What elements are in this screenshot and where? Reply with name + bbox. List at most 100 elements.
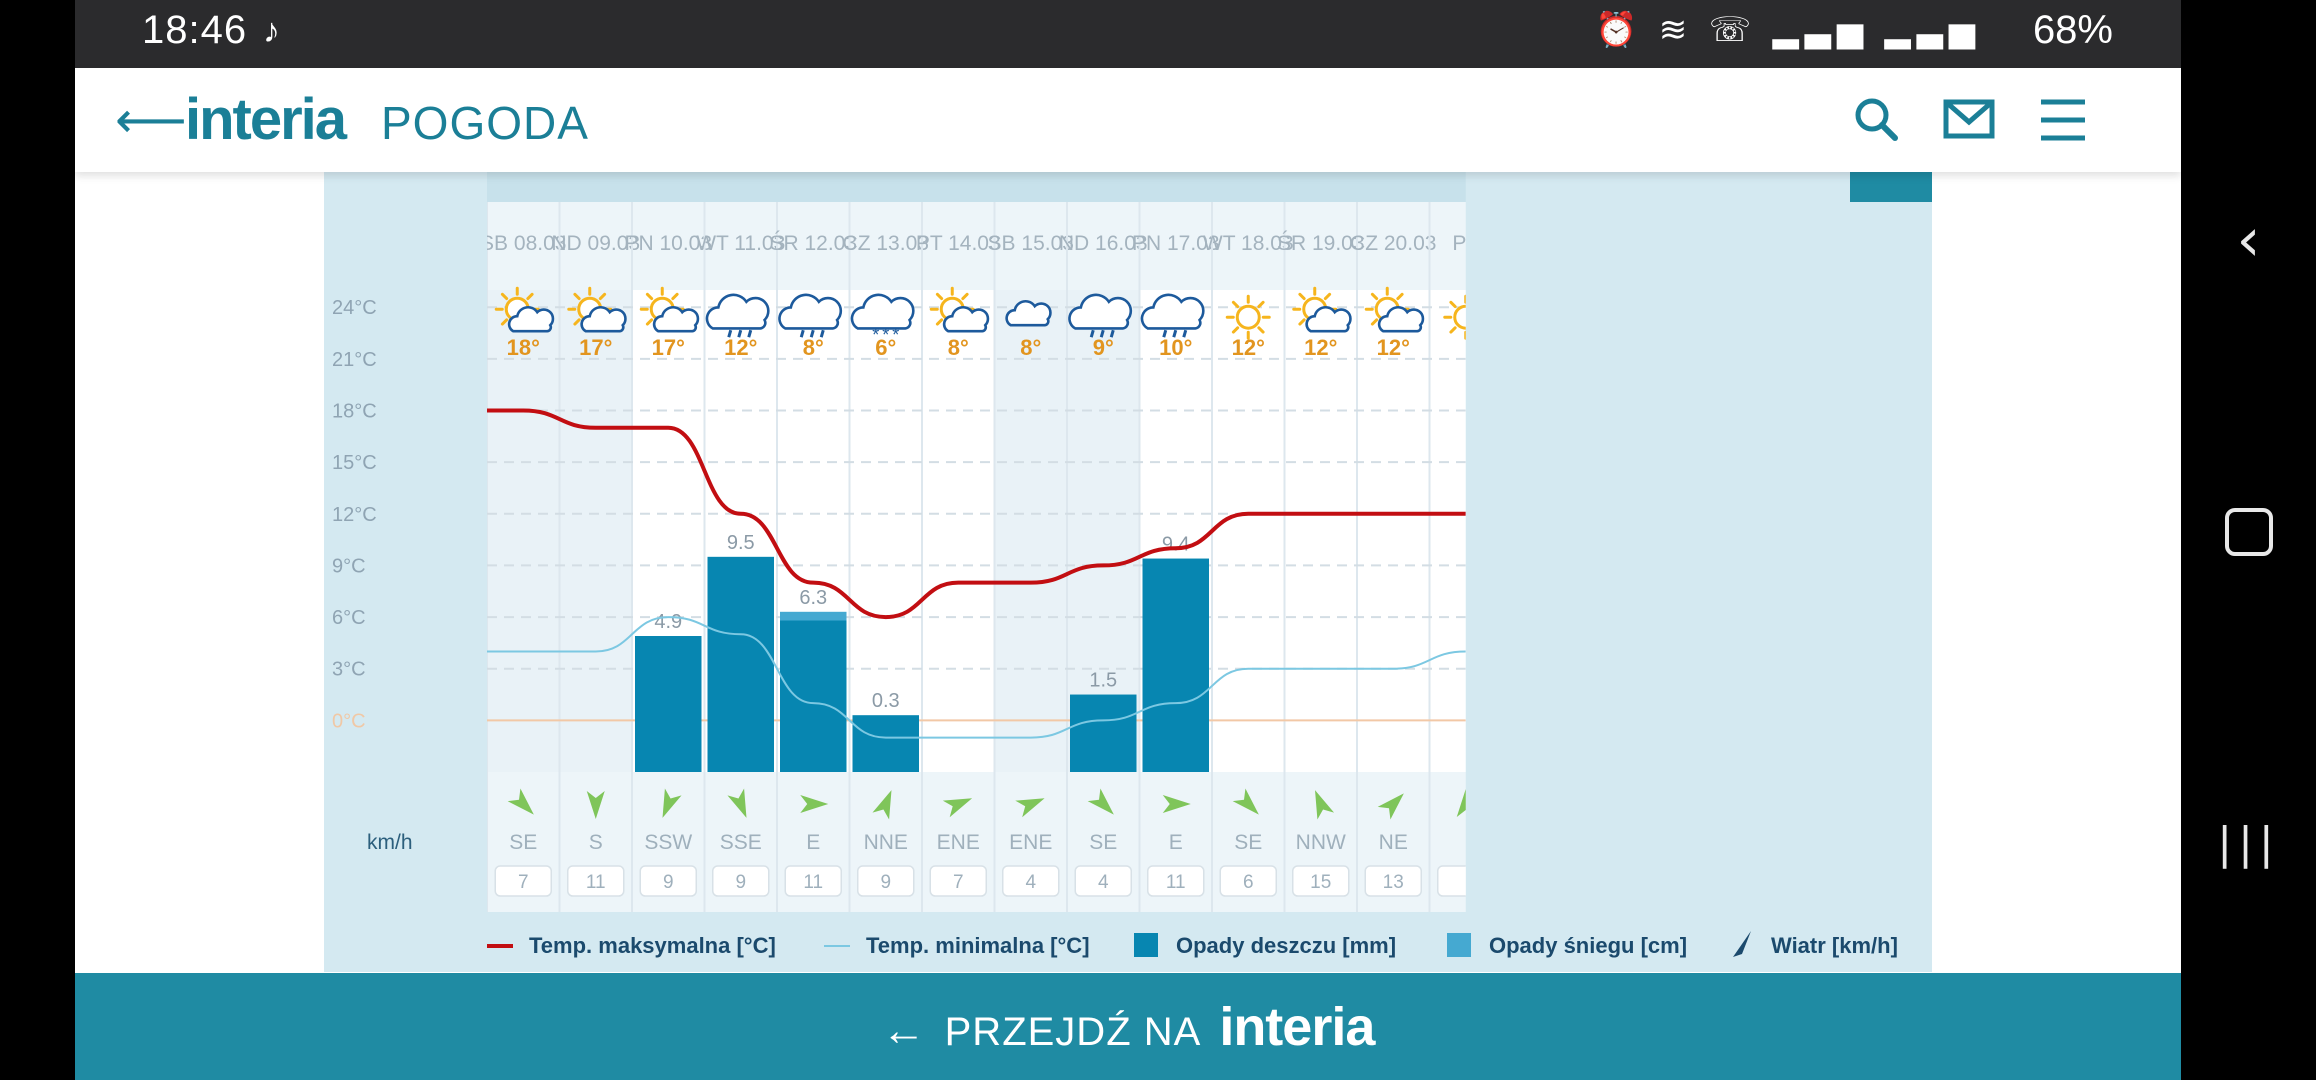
wind-arrow-icon [1015,798,1045,818]
snow-cloud-icon: * * * [850,293,915,345]
mail-icon[interactable] [1937,88,2001,152]
sun-cloud-icon [639,286,700,333]
cloud-shape [778,293,843,330]
day-max-temp-label: 12° [1377,335,1410,360]
sun-ray [935,292,944,301]
date-label: PN 10.03 [624,232,712,255]
day-column [1357,290,1430,772]
nav-home-icon[interactable] [2181,508,2316,556]
wind-speed-box [639,865,697,897]
sun-ray [645,292,654,301]
wind-arrow-shape [1315,790,1335,820]
sun-ray [1257,300,1265,309]
wind-direction-label: SE [509,831,537,854]
y-tick-label: 24°C [332,297,377,319]
cloud-shape [850,293,915,330]
cloud-icon [1005,299,1052,327]
wind-speed-box [1147,865,1205,897]
date-label: ND 16.03 [1059,232,1148,255]
sun-cloud-icon [1292,286,1352,333]
day-max-temp-label: 18° [507,335,540,360]
wind-speed-box [784,865,842,897]
rain-drop [1182,329,1188,338]
goto-interia-banner[interactable]: ← PRZEJDŹ NA interia [75,973,2181,1080]
sun-ray [935,318,944,326]
wind-arrow-shape [1087,788,1114,815]
legend-label: Wiatr [km/h] [1771,933,1898,958]
back-arrow-icon[interactable]: ⟵ [115,92,187,148]
legend-label: Opady deszczu [mm] [1176,933,1396,958]
wind-arrow-icon [1232,788,1259,815]
day-max-temp-label: 12° [724,335,757,360]
sun-icon [1443,294,1466,340]
legend-precip-swatch [1447,933,1471,957]
wind-speed-label: 4 [1025,872,1036,893]
rain-drop [809,329,815,338]
day-column [1067,290,1140,772]
search-icon[interactable] [1845,88,1909,152]
wind-speed-label: 9 [735,872,746,893]
wind-arrow-shape [727,788,747,818]
goto-label: PRZEJDŹ NA [944,1010,1202,1054]
day-column [559,290,632,772]
wind-arrow-icon [800,795,829,813]
wind-arrow-shape [662,788,682,818]
wind-speed-box [1437,865,1466,897]
sun-cloud-icon [567,286,627,333]
menu-icon[interactable] [2031,88,2095,152]
cloud-shape [580,305,627,333]
wind-arrow-icon [1162,795,1191,813]
rain-drop [1109,329,1115,338]
scroll-right-button[interactable] [1850,172,1932,202]
rain-drop [1162,329,1168,338]
goto-interia-link[interactable]: ← PRZEJDŹ NA interia [75,999,2181,1060]
sun-ray [573,318,581,326]
sun-cloud-icon [1364,286,1425,333]
wind-speed-label: 13 [1383,872,1404,893]
wind-direction-label: E [806,831,820,854]
wind-speed-label: 11 [803,872,823,893]
snow-bar [780,611,847,621]
sun-ray [1298,292,1306,301]
sun-ray [1370,292,1379,301]
cloud-shape [1140,293,1205,330]
sun-ray [1298,318,1306,326]
wind-direction-label: SE [1234,831,1262,854]
wind-speed-label: 15 [1310,872,1331,893]
day-max-temp-label: 17° [579,335,612,360]
date-header-background [487,202,1466,290]
sun-ray [526,292,534,301]
nav-back-icon[interactable]: ‹ [2236,205,2261,275]
date-label: ŚR 19.03 [1277,231,1365,255]
cloud-shape [705,293,770,330]
rain-value-label: 9.5 [727,532,755,554]
wind-speed-box [567,865,625,897]
wind-arrow-icon [507,788,534,815]
phone-screen: 18:46 ♪ ⏰ ≋ ☏ ▂▃▅ ▂▃▅ 68% ⟵ interia POGO… [75,0,2181,1080]
cloud-shape [1005,299,1052,327]
wind-arrow-icon [1456,789,1466,817]
y-tick-label: 9°C [332,555,366,577]
rain-cloud-icon [1068,293,1133,338]
wind-speed-label: 7 [518,872,529,893]
wind-unit-label: km/h [367,831,413,854]
cloud-shape [507,305,555,333]
wind-arrow-icon [662,788,682,818]
wind-direction-label: S [589,831,603,854]
wind-direction-label: NE [1379,831,1408,854]
wind-speed-box [712,865,770,897]
snow-flake: * [892,325,899,345]
wind-arrow-shape [872,790,892,820]
interia-brand: interia [1219,997,1375,1057]
day-max-temp-label: 12° [1304,335,1337,360]
interia-logo[interactable]: interia [185,87,347,152]
day-max-temp-label: 8° [1020,335,1041,360]
rain-drop [737,329,743,338]
nav-recents-icon[interactable]: ||| [2217,818,2280,869]
sun-ray [671,292,679,301]
rain-drop [1099,329,1105,338]
wind-direction-label: NNE [864,831,908,854]
cloud-shape [1305,305,1352,333]
section-title: POGODA [381,97,589,149]
